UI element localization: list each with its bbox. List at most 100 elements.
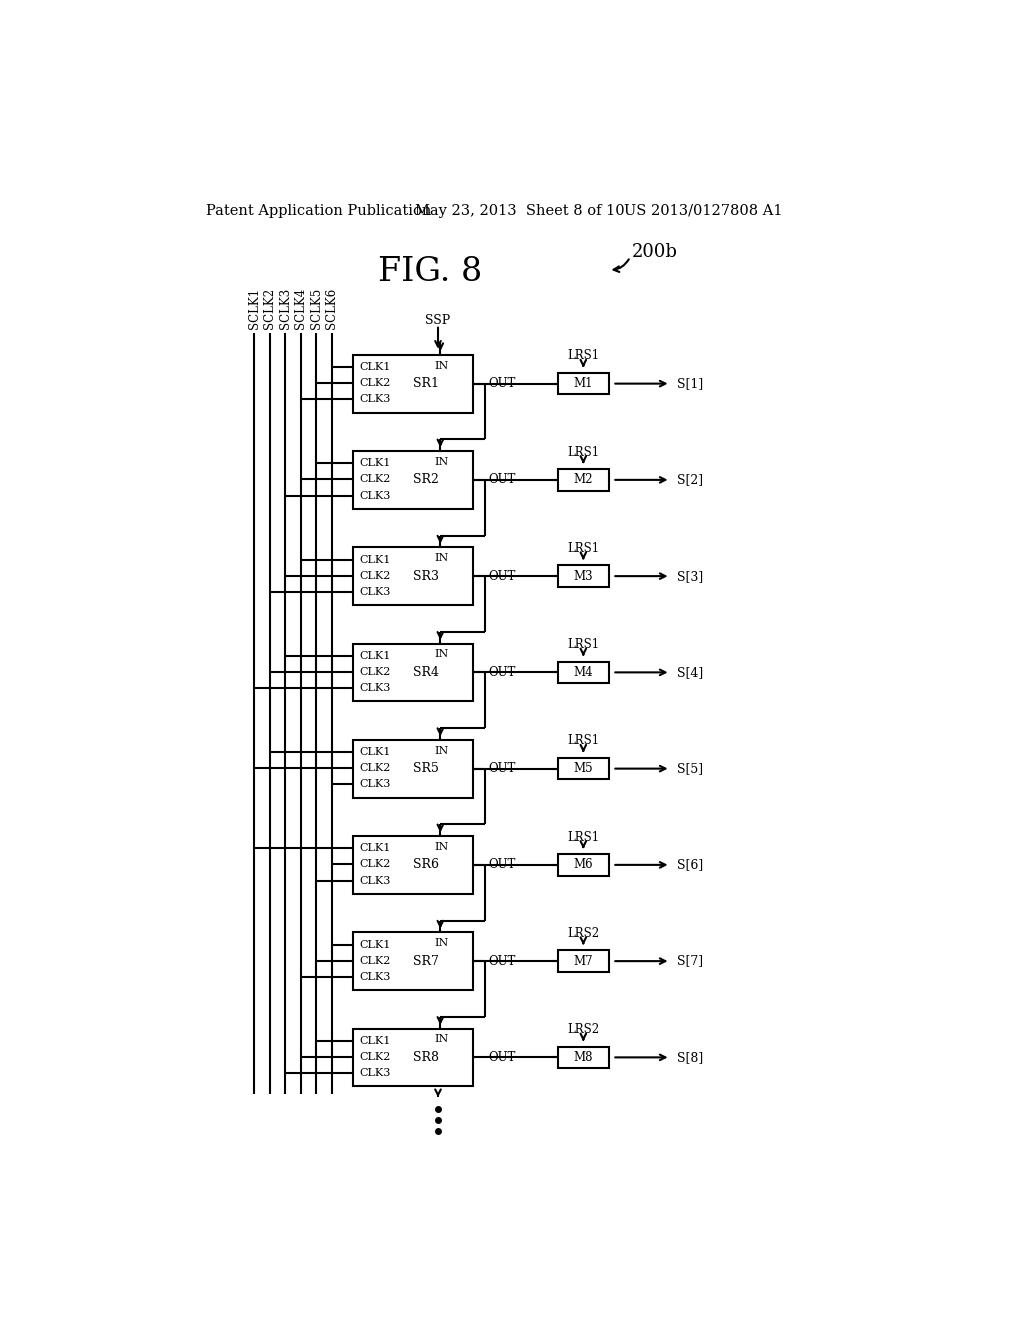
Text: IN: IN — [435, 746, 449, 755]
Text: IN: IN — [435, 842, 449, 851]
Text: S[2]: S[2] — [677, 474, 702, 486]
Text: LRS1: LRS1 — [567, 638, 599, 651]
Text: SR8: SR8 — [414, 1051, 439, 1064]
Text: SSP: SSP — [425, 314, 451, 326]
Text: FIG. 8: FIG. 8 — [378, 256, 482, 288]
Text: 200b: 200b — [632, 243, 678, 261]
Text: OUT: OUT — [488, 1051, 516, 1064]
Text: SCLK1: SCLK1 — [248, 288, 261, 330]
Text: CLK3: CLK3 — [359, 1068, 390, 1078]
Text: S[3]: S[3] — [677, 570, 702, 582]
Text: CLK1: CLK1 — [359, 1036, 390, 1045]
Text: CLK1: CLK1 — [359, 940, 390, 949]
Bar — [558, 565, 608, 587]
Text: M2: M2 — [573, 474, 593, 486]
Text: SCLK6: SCLK6 — [326, 288, 338, 330]
Bar — [352, 355, 473, 412]
Text: LRS1: LRS1 — [567, 830, 599, 843]
Text: SCLK2: SCLK2 — [263, 288, 276, 330]
Bar — [558, 469, 608, 491]
Text: CLK2: CLK2 — [359, 956, 390, 966]
Text: M1: M1 — [573, 378, 593, 391]
Text: M6: M6 — [573, 858, 593, 871]
Text: SR6: SR6 — [414, 858, 439, 871]
Text: SCLK3: SCLK3 — [279, 288, 292, 330]
Text: IN: IN — [435, 553, 449, 564]
Bar — [352, 451, 473, 508]
Text: CLK3: CLK3 — [359, 587, 390, 597]
Text: May 23, 2013  Sheet 8 of 10: May 23, 2013 Sheet 8 of 10 — [415, 203, 625, 218]
Text: CLK2: CLK2 — [359, 379, 390, 388]
Text: CLK3: CLK3 — [359, 395, 390, 404]
Text: CLK2: CLK2 — [359, 474, 390, 484]
Bar — [558, 950, 608, 972]
Bar — [558, 661, 608, 684]
Bar — [558, 854, 608, 875]
Text: SR4: SR4 — [414, 665, 439, 678]
Bar — [352, 836, 473, 894]
Text: M4: M4 — [573, 665, 593, 678]
Text: LRS2: LRS2 — [567, 1023, 599, 1036]
Text: M3: M3 — [573, 570, 593, 582]
Bar — [352, 1028, 473, 1086]
Text: SR3: SR3 — [414, 570, 439, 582]
Text: CLK1: CLK1 — [359, 843, 390, 853]
Text: OUT: OUT — [488, 378, 516, 391]
Bar — [352, 548, 473, 605]
Text: CLK3: CLK3 — [359, 779, 390, 789]
Text: IN: IN — [435, 939, 449, 948]
Text: SR7: SR7 — [414, 954, 439, 968]
Text: OUT: OUT — [488, 474, 516, 486]
Text: SCLK5: SCLK5 — [310, 288, 323, 330]
Text: IN: IN — [435, 457, 449, 467]
Text: M5: M5 — [573, 762, 593, 775]
Text: OUT: OUT — [488, 762, 516, 775]
Text: OUT: OUT — [488, 858, 516, 871]
Text: M8: M8 — [573, 1051, 593, 1064]
Text: LRS1: LRS1 — [567, 543, 599, 554]
Text: IN: IN — [435, 360, 449, 371]
Bar — [352, 739, 473, 797]
Text: CLK1: CLK1 — [359, 747, 390, 758]
Text: OUT: OUT — [488, 665, 516, 678]
Text: CLK2: CLK2 — [359, 570, 390, 581]
Text: CLK3: CLK3 — [359, 972, 390, 982]
Text: S[7]: S[7] — [677, 954, 702, 968]
Text: CLK2: CLK2 — [359, 859, 390, 870]
Text: CLK3: CLK3 — [359, 491, 390, 500]
Text: CLK1: CLK1 — [359, 554, 390, 565]
Text: S[5]: S[5] — [677, 762, 702, 775]
Text: LRS1: LRS1 — [567, 446, 599, 458]
Text: LRS1: LRS1 — [567, 350, 599, 363]
Bar — [352, 932, 473, 990]
Text: SCLK4: SCLK4 — [294, 288, 307, 330]
Text: IN: IN — [435, 1035, 449, 1044]
Text: SR1: SR1 — [414, 378, 439, 391]
Text: CLK1: CLK1 — [359, 362, 390, 372]
Text: Patent Application Publication: Patent Application Publication — [206, 203, 431, 218]
Text: CLK2: CLK2 — [359, 763, 390, 774]
Text: S[8]: S[8] — [677, 1051, 702, 1064]
Bar — [558, 758, 608, 779]
Text: LRS2: LRS2 — [567, 927, 599, 940]
Bar — [558, 1047, 608, 1068]
Text: S[6]: S[6] — [677, 858, 702, 871]
Text: CLK3: CLK3 — [359, 684, 390, 693]
Text: LRS1: LRS1 — [567, 734, 599, 747]
Text: S[4]: S[4] — [677, 665, 702, 678]
Text: SR5: SR5 — [414, 762, 439, 775]
Bar — [558, 372, 608, 395]
Text: S[1]: S[1] — [677, 378, 702, 391]
Text: CLK1: CLK1 — [359, 651, 390, 661]
Text: CLK2: CLK2 — [359, 667, 390, 677]
Text: SR2: SR2 — [414, 474, 439, 486]
Text: CLK1: CLK1 — [359, 458, 390, 469]
Text: CLK3: CLK3 — [359, 875, 390, 886]
Text: OUT: OUT — [488, 570, 516, 582]
Text: CLK2: CLK2 — [359, 1052, 390, 1063]
Text: US 2013/0127808 A1: US 2013/0127808 A1 — [624, 203, 782, 218]
Text: M7: M7 — [573, 954, 593, 968]
Text: OUT: OUT — [488, 954, 516, 968]
Text: IN: IN — [435, 649, 449, 659]
Bar — [352, 644, 473, 701]
